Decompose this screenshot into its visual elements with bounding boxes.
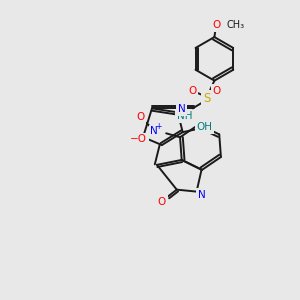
Text: NH: NH	[177, 111, 192, 121]
Text: S: S	[203, 92, 210, 105]
Text: O: O	[158, 196, 166, 206]
Text: +: +	[155, 122, 161, 131]
Text: OH: OH	[196, 122, 212, 132]
Text: O: O	[188, 85, 197, 96]
Text: −O: −O	[130, 134, 147, 144]
Text: CH₃: CH₃	[226, 20, 244, 30]
Text: N: N	[198, 190, 206, 200]
Text: O: O	[212, 20, 220, 30]
Text: O: O	[212, 85, 220, 96]
Text: N: N	[178, 104, 186, 114]
Text: O: O	[136, 112, 145, 122]
Text: N: N	[150, 126, 158, 136]
Text: S: S	[135, 135, 141, 145]
